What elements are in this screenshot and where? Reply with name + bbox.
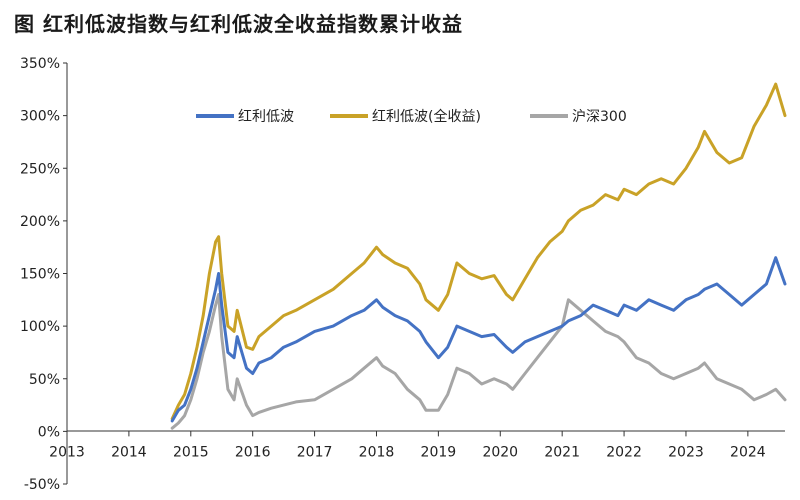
x-tick-label: 2023 bbox=[668, 444, 704, 460]
y-tick-label: 350% bbox=[20, 56, 60, 72]
x-tick-label: 2017 bbox=[297, 444, 333, 460]
y-tick-label: 150% bbox=[20, 267, 60, 283]
y-tick-label: -50% bbox=[24, 477, 60, 493]
legend-label-0: 红利低波 bbox=[238, 109, 294, 125]
y-tick-label: 50% bbox=[29, 372, 60, 388]
y-tick-label: 250% bbox=[20, 161, 60, 177]
x-tick-label: 2018 bbox=[359, 444, 395, 460]
y-tick-label: 300% bbox=[20, 109, 60, 125]
chart-title: 图 红利低波指数与红利低波全收益指数累计收益 bbox=[14, 12, 463, 36]
x-axis: 2013 2014 2015 2016 2017 2018 2019 2020 2021 2022… bbox=[49, 431, 766, 460]
x-tick-label: 2013 bbox=[49, 444, 85, 460]
y-tick-label: 100% bbox=[20, 319, 60, 335]
legend-label-1: 红利低波(全收益) bbox=[372, 108, 481, 125]
series-line-0 bbox=[170, 256, 787, 423]
legend: 红利低波 红利低波(全收益) 沪深300 bbox=[196, 108, 627, 125]
series-line-1 bbox=[170, 82, 787, 421]
series-line-2 bbox=[170, 293, 787, 430]
y-tick-label: 0% bbox=[38, 424, 60, 440]
x-tick-label: 2022 bbox=[606, 444, 642, 460]
y-axis: -50% 0% 50% 100% 150% 200% 250% 300% 350% bbox=[20, 56, 67, 493]
y-tick-label: 200% bbox=[20, 214, 60, 230]
plot-area bbox=[170, 82, 787, 430]
x-tick-label: 2016 bbox=[235, 444, 271, 460]
x-tick-label: 2021 bbox=[544, 444, 580, 460]
x-tick-label: 2020 bbox=[482, 444, 518, 460]
x-tick-label: 2014 bbox=[111, 444, 147, 460]
x-tick-label: 2019 bbox=[421, 444, 457, 460]
x-tick-label: 2015 bbox=[173, 444, 209, 460]
x-tick-label: 2024 bbox=[730, 444, 766, 460]
legend-label-2: 沪深300 bbox=[572, 109, 627, 125]
